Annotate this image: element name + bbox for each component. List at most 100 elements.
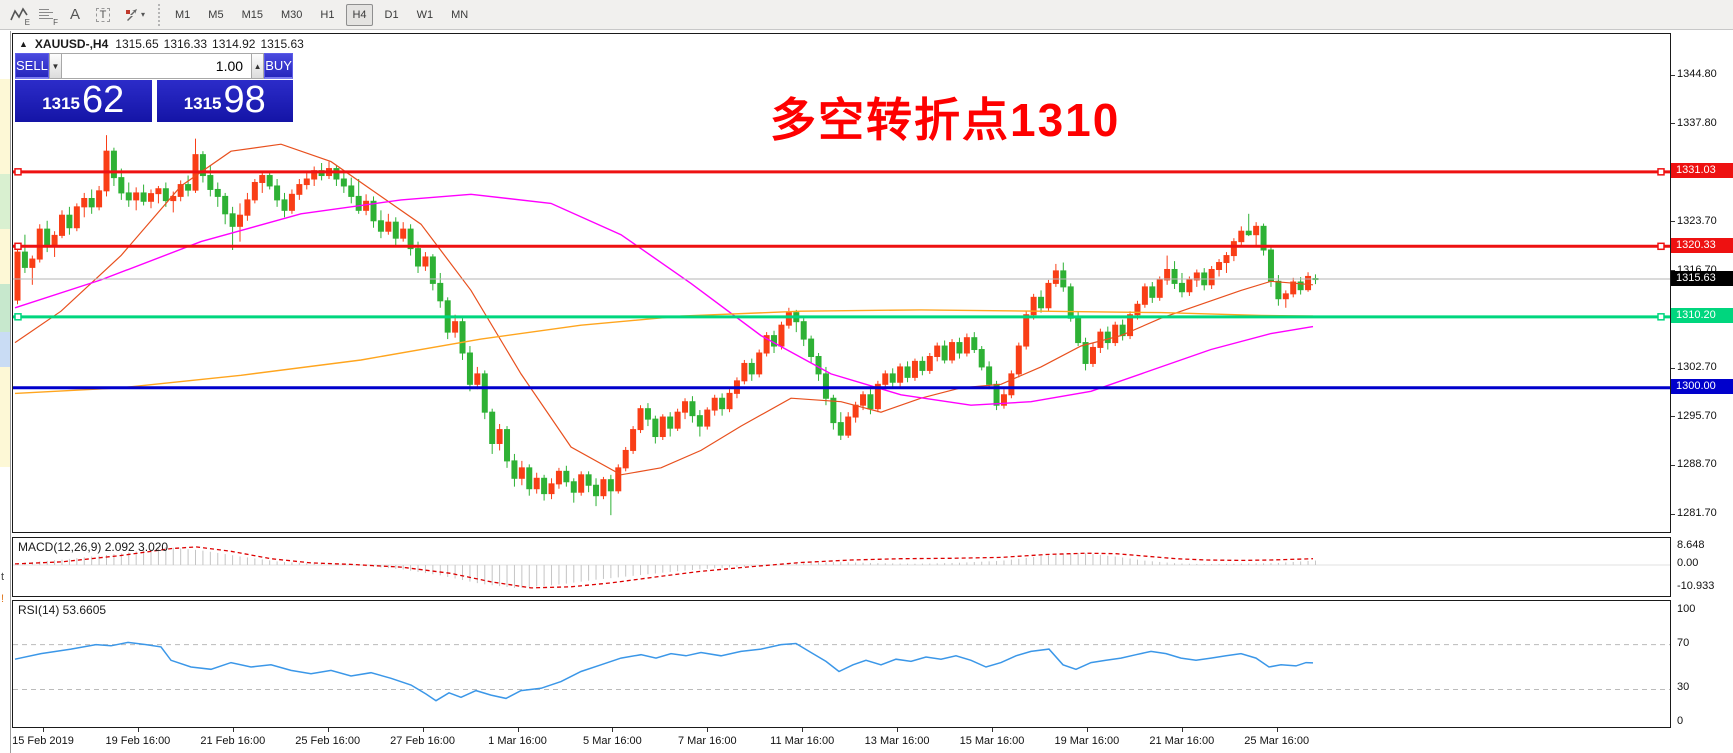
- timeframe-button-m15[interactable]: M15: [241, 8, 263, 21]
- price-tick-label: 1337.80: [1677, 116, 1717, 129]
- expert-advisor-icon[interactable]: E: [6, 3, 32, 27]
- collapse-arrow-icon[interactable]: ▲: [19, 39, 28, 49]
- rsi-axis-label: 100: [1677, 603, 1696, 615]
- volume-increase-button[interactable]: ▲: [251, 53, 265, 79]
- text-label-icon[interactable]: A: [69, 6, 80, 23]
- left-strip-color-block: [0, 284, 10, 332]
- time-label: 25 Feb 16:00: [295, 735, 361, 747]
- time-label: 1 Mar 16:00: [488, 735, 547, 747]
- macd-chart: [13, 546, 1670, 589]
- candles: [14, 135, 1319, 516]
- time-tick-mark: [897, 728, 899, 732]
- left-strip-letter-fragment: !: [1, 593, 5, 605]
- t-glyph: T: [95, 7, 111, 22]
- chart-header: ▲ XAUUSD-,H4 1315.65 1316.33 1314.92 131…: [19, 37, 304, 51]
- time-tick-mark: [992, 728, 993, 732]
- timeframe-button-m30[interactable]: M30: [280, 8, 303, 21]
- price-axis[interactable]: 1344.801337.801323.701316.701302.701295.…: [1671, 33, 1733, 728]
- timeframe-button-d1[interactable]: D1: [384, 8, 399, 21]
- buy-price-big: 98: [223, 79, 266, 121]
- price-tick-mark: [1671, 513, 1675, 515]
- ohlc-open: 1315.65: [115, 37, 159, 51]
- timeframe-button-h1[interactable]: H1: [320, 8, 335, 21]
- left-strip-color-block: [0, 79, 10, 174]
- buy-price-small: 1315: [183, 94, 222, 113]
- time-tick-mark: [232, 728, 234, 732]
- time-label: 19 Feb 16:00: [105, 735, 171, 747]
- icon-sub-f: F: [53, 17, 58, 27]
- time-tick-mark: [707, 728, 709, 732]
- price-tick-label: 1344.80: [1677, 68, 1717, 80]
- time-label: 15 Mar 16:00: [959, 735, 1025, 747]
- line-endpoint-marker: [1657, 242, 1665, 251]
- timeframe-button-m1[interactable]: M1: [175, 8, 191, 21]
- macd-label: MACD(12,26,9) 2.092 3.020: [18, 540, 169, 554]
- time-label: 27 Feb 16:00: [390, 735, 456, 747]
- time-label: 5 Mar 16:00: [583, 735, 642, 747]
- left-strip-color-block: [0, 332, 10, 367]
- sell-price-small: 1315: [42, 94, 81, 113]
- timeframe-button-m5[interactable]: M5: [208, 8, 224, 21]
- timeframe-button-group: M1 M5 M15 M30 H1 H4 D1 W1 MN: [169, 3, 474, 26]
- ohlc-low: 1314.92: [212, 37, 256, 51]
- price-tick-label: 1323.70: [1677, 214, 1717, 227]
- price-badge-1315.63: 1315.63: [1671, 270, 1733, 286]
- timeframe-button-h4[interactable]: H4: [346, 3, 373, 26]
- dropdown-caret: ▾: [140, 10, 145, 19]
- line-endpoint-marker: [14, 242, 22, 251]
- one-click-trade-panel: SELL ▼ ▲ BUY 1315 62 1315 98: [15, 53, 293, 122]
- volume-input[interactable]: [62, 53, 252, 79]
- price-badge-1300.00: 1300.00: [1671, 379, 1733, 395]
- price-tick-mark: [1671, 221, 1675, 223]
- rsi-chart: [13, 641, 1670, 702]
- zigzag-chart-glyph: [10, 6, 28, 20]
- time-label: 25 Mar 16:00: [1244, 735, 1310, 747]
- timeframe-button-mn[interactable]: MN: [451, 8, 469, 21]
- time-tick-mark: [517, 728, 519, 732]
- rsi-axis-label: 70: [1677, 636, 1690, 649]
- price-tick-mark: [1671, 123, 1675, 125]
- macd-signal-line: [14, 546, 1314, 589]
- buy-price-box[interactable]: 1315 98: [156, 79, 293, 122]
- rsi-indicator-panel[interactable]: RSI(14) 53.6605: [12, 600, 1671, 728]
- price-tick-label: 1281.70: [1677, 507, 1717, 520]
- time-tick-mark: [137, 728, 139, 732]
- line-endpoint-marker: [1657, 313, 1665, 321]
- time-tick-mark: [43, 728, 44, 732]
- time-tick-mark: [1181, 728, 1183, 732]
- volume-decrease-button[interactable]: ▼: [48, 53, 63, 79]
- ohlc-close: 1315.63: [260, 37, 304, 51]
- price-tick-mark: [1671, 416, 1675, 418]
- price-tick-mark: [1671, 464, 1675, 466]
- icon-sub-e: E: [24, 17, 30, 27]
- time-axis[interactable]: 15 Feb 2019 19 Feb 16:00 21 Feb 16:00 25 Fe…: [12, 728, 1671, 753]
- rsi-axis-label: 30: [1677, 681, 1690, 694]
- rsi-axis-label: 0: [1677, 715, 1684, 728]
- time-label: 21 Feb 16:00: [200, 735, 266, 747]
- sell-price-box[interactable]: 1315 62: [15, 80, 152, 122]
- sell-button[interactable]: SELL: [15, 53, 49, 79]
- left-strip-color-block: [0, 174, 10, 229]
- macd-indicator-panel[interactable]: MACD(12,26,9) 2.092 3.020: [12, 537, 1671, 597]
- line-endpoint-marker: [14, 168, 22, 176]
- fractal-grid-icon[interactable]: F: [34, 3, 60, 27]
- time-label: 13 Mar 16:00: [864, 735, 930, 747]
- time-label: 19 Mar 16:00: [1054, 735, 1120, 747]
- timeframe-button-w1[interactable]: W1: [416, 8, 434, 21]
- symbol-timeframe: XAUUSD-,H4: [34, 37, 109, 51]
- chart-annotation-text: 多空转折点1310: [770, 94, 1121, 146]
- macd-axis-label: 0.00: [1677, 557, 1699, 569]
- buy-button[interactable]: BUY: [264, 53, 293, 79]
- macd-axis-label: -10.933: [1677, 579, 1715, 592]
- price-tick-label: 1302.70: [1677, 361, 1717, 374]
- candlestick-chart[interactable]: [13, 34, 1670, 532]
- macd-histogram: [17, 547, 1316, 588]
- left-strip-color-block: [0, 367, 10, 467]
- time-label: 21 Mar 16:00: [1149, 735, 1215, 747]
- rsi-label: RSI(14) 53.6605: [18, 603, 107, 617]
- text-box-icon[interactable]: T: [90, 3, 116, 27]
- time-label: 7 Mar 16:00: [677, 735, 737, 747]
- time-tick-mark: [327, 728, 329, 732]
- line-endpoint-marker: [1657, 168, 1665, 176]
- arrows-objects-icon[interactable]: ▾: [118, 3, 152, 27]
